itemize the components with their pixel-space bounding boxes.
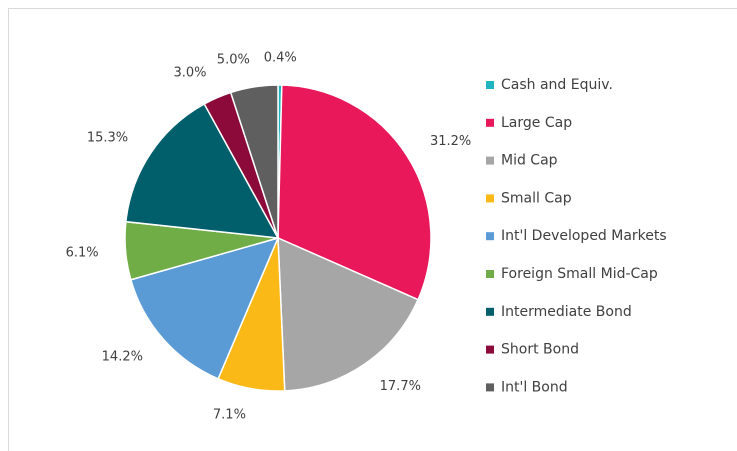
legend-label: Cash and Equiv. xyxy=(501,77,613,93)
legend-swatch xyxy=(486,232,494,241)
legend-swatch xyxy=(486,307,494,316)
pie-slice xyxy=(229,84,279,239)
legend-swatch xyxy=(486,194,494,203)
data-label: 3.0% xyxy=(173,65,206,80)
legend-label: Int'l Bond xyxy=(501,379,568,395)
data-label: 14.2% xyxy=(102,350,143,365)
pie-slice xyxy=(277,236,420,392)
legend-swatch xyxy=(486,118,494,127)
data-label: 15.3% xyxy=(87,131,128,146)
data-label: 7.1% xyxy=(213,408,246,423)
data-label: 31.2% xyxy=(430,134,471,149)
legend-label: Short Bond xyxy=(501,342,579,358)
data-label: 0.4% xyxy=(264,51,297,66)
legend-swatch xyxy=(486,270,494,278)
data-label: 17.7% xyxy=(380,379,421,394)
data-label: 6.1% xyxy=(66,246,99,261)
legend-swatch xyxy=(486,156,494,165)
pie-slice xyxy=(277,84,432,301)
legend-label: Intermediate Bond xyxy=(501,304,632,320)
legend-label: Small Cap xyxy=(501,190,572,206)
legend-label: Large Cap xyxy=(501,115,572,131)
frame xyxy=(8,8,737,451)
legend-swatch xyxy=(486,345,494,354)
pie-slice xyxy=(129,236,280,380)
legend-swatch xyxy=(486,383,494,392)
legend-label: Mid Cap xyxy=(501,153,558,169)
pie-slice xyxy=(125,102,280,239)
data-label: 5.0% xyxy=(217,53,250,68)
legend-label: Int'l Developed Markets xyxy=(501,228,667,244)
legend-swatch xyxy=(486,81,494,89)
legend-label: Foreign Small Mid-Cap xyxy=(501,266,658,282)
